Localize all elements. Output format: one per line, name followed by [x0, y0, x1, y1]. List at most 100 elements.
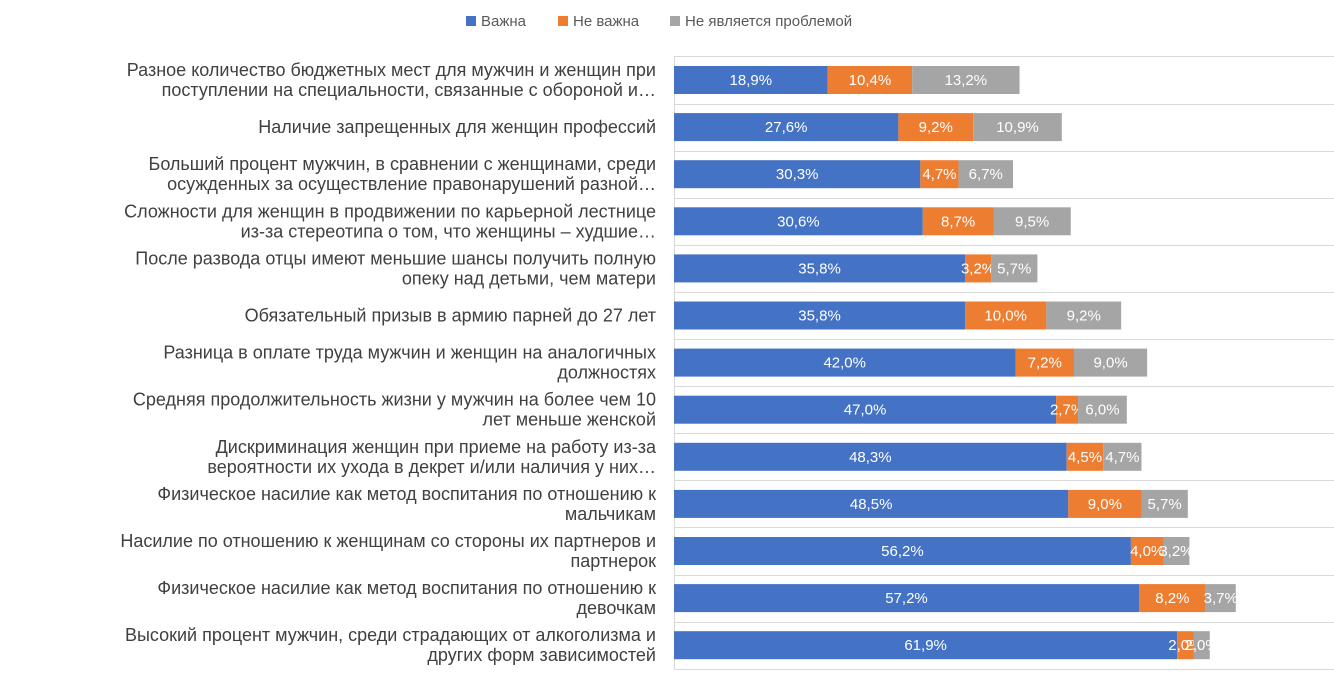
category-label: лет меньше женской: [483, 410, 656, 430]
data-label: 9,2%: [919, 119, 953, 136]
category-label: Больший процент мужчин, в сравнении с же…: [149, 154, 657, 174]
bar-segment: [1056, 395, 1079, 424]
category-label: После развода отцы имеют меньшие шансы п…: [135, 248, 656, 268]
bar-segment: [1139, 584, 1206, 613]
data-label: 57,2%: [885, 590, 928, 607]
bar-segment: [674, 395, 1057, 424]
category-label: Средняя продолжительность жизни у мужчин…: [133, 390, 656, 410]
category-label: других форм зависимостей: [427, 645, 656, 665]
data-label: 6,0%: [1085, 402, 1119, 419]
data-label: 35,8%: [798, 308, 841, 325]
bar-segment: [1078, 395, 1127, 424]
data-label: 13,2%: [945, 72, 988, 89]
legend-swatch: [466, 16, 476, 26]
category-label: Физическое насилие как метод воспитания …: [157, 578, 656, 598]
bar-segment: [1141, 489, 1188, 518]
data-label: 3,2%: [961, 260, 995, 277]
bar-segment: [674, 301, 966, 330]
data-label: 9,2%: [1067, 308, 1101, 325]
data-label: 10,9%: [996, 119, 1039, 136]
data-label: 30,6%: [777, 213, 820, 230]
bar-segment: [1163, 537, 1190, 565]
category-label: партнерок: [571, 551, 657, 571]
category-labels: Разное количество бюджетных мест для муж…: [120, 60, 657, 665]
category-label: из-за стереотипа о том, что женщины – ху…: [241, 221, 656, 241]
data-label: 2,7%: [1050, 402, 1084, 419]
data-label: 5,7%: [1148, 496, 1182, 513]
data-label: 4,7%: [1105, 449, 1139, 466]
bar-segment: [674, 207, 923, 236]
data-label: 48,3%: [849, 449, 892, 466]
data-label: 56,2%: [881, 543, 924, 560]
bar-segment: [674, 537, 1131, 565]
data-label: 7,2%: [1028, 355, 1062, 372]
bar-segment: [1177, 631, 1194, 660]
bar-segment: [674, 348, 1016, 377]
data-label: 8,7%: [941, 213, 975, 230]
bar-segment: [674, 631, 1178, 660]
bar-segment: [1068, 489, 1142, 518]
bar-segment: [973, 113, 1062, 142]
bar-segment: [958, 160, 1014, 189]
data-label: 9,5%: [1015, 213, 1049, 230]
data-label: 5,7%: [997, 260, 1031, 277]
legend-label: Не является проблемой: [685, 13, 852, 30]
category-label: поступлении на специальности, связанные …: [162, 80, 656, 100]
data-label: 47,0%: [844, 402, 887, 419]
category-label: должностях: [557, 363, 656, 383]
category-label: мальчикам: [565, 504, 656, 524]
legend-label: Важна: [481, 13, 527, 30]
bar-segment: [674, 160, 921, 189]
bar-segment: [898, 113, 974, 142]
data-label: 18,9%: [730, 72, 773, 89]
bar-segment: [991, 254, 1038, 283]
category-label: Высокий процент мужчин, среди страдающих…: [125, 625, 656, 645]
category-label: Физическое насилие как метод воспитания …: [157, 484, 656, 504]
legend-swatch: [558, 16, 568, 26]
category-label: осужденных за осуществление правонарушен…: [167, 174, 656, 194]
category-label: девочкам: [576, 598, 656, 618]
category-label: Сложности для женщин в продвижении по ка…: [124, 201, 656, 221]
legend-swatch: [670, 16, 680, 26]
data-label: 9,0%: [1088, 496, 1122, 513]
data-label: 3,7%: [1204, 590, 1238, 607]
data-label: 30,3%: [776, 166, 819, 183]
bar-segment: [922, 207, 994, 236]
bar-segment: [1073, 348, 1148, 377]
bar-segment: [1130, 537, 1164, 565]
bar-segment: [965, 254, 992, 283]
data-label: 8,2%: [1155, 590, 1189, 607]
data-label: 10,0%: [984, 308, 1027, 325]
bar-segment: [1015, 348, 1074, 377]
chart-legend: Важна Не важна Не является проблемой: [466, 13, 852, 30]
data-label: 2,0%: [1185, 637, 1219, 654]
data-label: 27,6%: [765, 119, 808, 136]
bar-segment: [1046, 301, 1122, 330]
data-label: 9,0%: [1093, 355, 1127, 372]
bar-segment: [674, 584, 1140, 613]
category-label: Дискриминация женщин при приеме на работ…: [216, 437, 657, 457]
bar-segment: [674, 113, 899, 142]
category-label: опеку над детьми, чем матери: [402, 268, 656, 288]
bar-segment: [993, 207, 1071, 236]
data-label: 3,2%: [1159, 543, 1193, 560]
legend-label: Не важна: [573, 13, 640, 30]
category-label: Разное количество бюджетных мест для муж…: [127, 60, 656, 80]
data-label: 35,8%: [798, 260, 841, 277]
bar-segment: [674, 489, 1069, 518]
bar-segment: [1205, 584, 1236, 613]
data-label: 61,9%: [904, 637, 947, 654]
bar-segment: [674, 254, 966, 283]
category-label: вероятности их ухода в декрет и/или нали…: [207, 457, 656, 477]
category-label: Наличие запрещенных для женщин профессий: [258, 117, 656, 137]
bar-segment: [920, 160, 959, 189]
data-label: 4,5%: [1068, 449, 1102, 466]
bar-segment: [674, 66, 828, 94]
data-label: 48,5%: [850, 496, 893, 513]
bar-segment: [965, 301, 1047, 330]
chart-bars: 18,9% 10,4% 13,2% 27,6% 9,2% 10,9% 30,3% 4,7% 6,…: [674, 66, 1238, 660]
category-label: Насилие по отношению к женщинам со сторо…: [120, 531, 656, 551]
data-label: 6,7%: [969, 166, 1003, 183]
bar-segment: [674, 442, 1067, 471]
